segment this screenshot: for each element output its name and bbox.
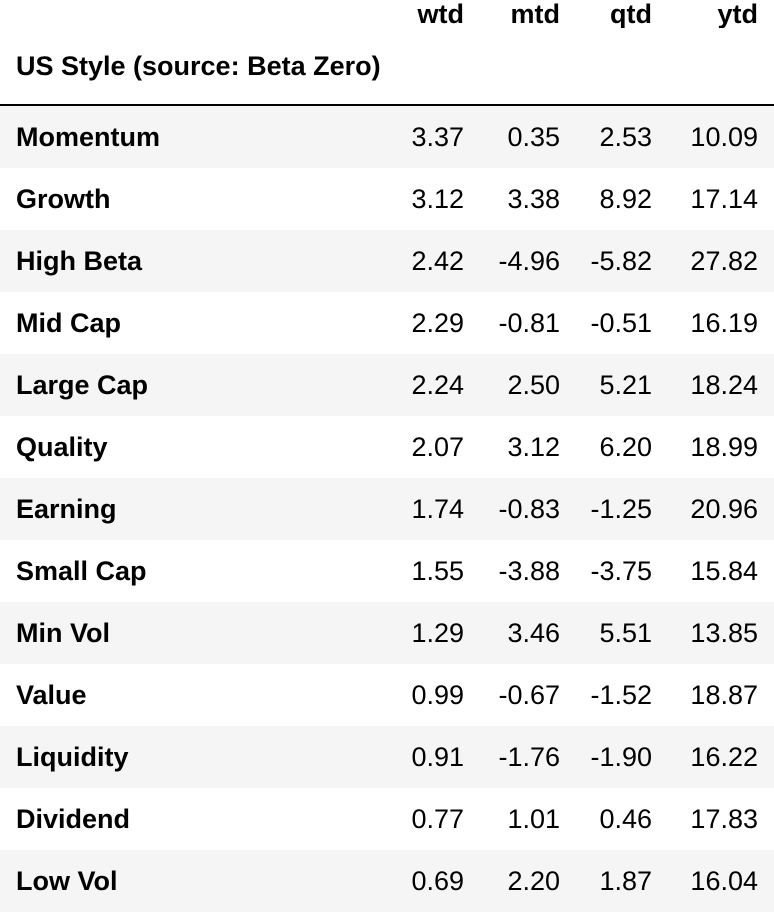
cell-wtd: 2.42 bbox=[411, 246, 464, 276]
cell-ytd: 18.24 bbox=[690, 370, 758, 400]
cell-mtd: 3.46 bbox=[507, 618, 560, 648]
column-header-mtd: mtd bbox=[510, 0, 561, 28]
cell-wtd: 2.29 bbox=[411, 308, 464, 338]
cell-mtd: -3.88 bbox=[498, 556, 560, 586]
cell-wtd: 2.24 bbox=[411, 370, 464, 400]
row-label: Small Cap bbox=[16, 556, 147, 586]
cell-ytd: 15.84 bbox=[690, 556, 758, 586]
row-label: Quality bbox=[16, 432, 108, 462]
cell-qtd: 8.92 bbox=[599, 184, 652, 214]
table-row: Min Vol 1.29 3.46 5.51 13.85 bbox=[0, 602, 774, 664]
cell-qtd: -1.52 bbox=[590, 680, 652, 710]
cell-mtd: 3.38 bbox=[507, 184, 560, 214]
cell-mtd: -0.81 bbox=[498, 308, 560, 338]
cell-mtd: 3.12 bbox=[507, 432, 560, 462]
row-label: High Beta bbox=[16, 246, 143, 276]
cell-ytd: 18.87 bbox=[690, 680, 758, 710]
table-header: wtd mtd qtd ytd US Style (source: Beta Z… bbox=[0, 0, 774, 106]
cell-wtd: 3.37 bbox=[411, 122, 464, 152]
cell-wtd: 0.91 bbox=[411, 742, 464, 772]
cell-qtd: -1.25 bbox=[590, 494, 652, 524]
cell-mtd: 2.20 bbox=[507, 866, 560, 896]
cell-mtd: 1.01 bbox=[507, 804, 560, 834]
index-name-row: US Style (source: Beta Zero) bbox=[0, 28, 774, 106]
cell-qtd: -3.75 bbox=[590, 556, 652, 586]
row-label: Growth bbox=[16, 184, 111, 214]
cell-mtd: -4.96 bbox=[498, 246, 560, 276]
table-row: High Beta 2.42 -4.96 -5.82 27.82 bbox=[0, 230, 774, 292]
row-label: Value bbox=[16, 680, 87, 710]
table-row: Large Cap 2.24 2.50 5.21 18.24 bbox=[0, 354, 774, 416]
row-label: Mid Cap bbox=[16, 308, 121, 338]
cell-qtd: 0.46 bbox=[599, 804, 652, 834]
row-label: Dividend bbox=[16, 804, 131, 834]
cell-ytd: 16.19 bbox=[690, 308, 758, 338]
table-row: Earning 1.74 -0.83 -1.25 20.96 bbox=[0, 478, 774, 540]
row-label: Momentum bbox=[16, 122, 160, 152]
cell-wtd: 3.12 bbox=[411, 184, 464, 214]
cell-qtd: 6.20 bbox=[599, 432, 652, 462]
table-row: Dividend 0.77 1.01 0.46 17.83 bbox=[0, 788, 774, 850]
cell-qtd: 1.87 bbox=[599, 866, 652, 896]
cell-mtd: 2.50 bbox=[507, 370, 560, 400]
row-label: Earning bbox=[16, 494, 117, 524]
cell-wtd: 0.77 bbox=[411, 804, 464, 834]
table-row: Liquidity 0.91 -1.76 -1.90 16.22 bbox=[0, 726, 774, 788]
index-row-blank bbox=[668, 28, 774, 106]
cell-wtd: 0.99 bbox=[411, 680, 464, 710]
cell-qtd: -5.82 bbox=[590, 246, 652, 276]
cell-qtd: -1.90 bbox=[590, 742, 652, 772]
index-row-blank bbox=[480, 28, 576, 106]
cell-wtd: 0.69 bbox=[411, 866, 464, 896]
cell-ytd: 27.82 bbox=[690, 246, 758, 276]
table-row: Low Vol 0.69 2.20 1.87 16.04 bbox=[0, 850, 774, 912]
cell-ytd: 18.99 bbox=[690, 432, 758, 462]
cell-mtd: -1.76 bbox=[498, 742, 560, 772]
table-row: Mid Cap 2.29 -0.81 -0.51 16.19 bbox=[0, 292, 774, 354]
table-row: Quality 2.07 3.12 6.20 18.99 bbox=[0, 416, 774, 478]
column-header-ytd: ytd bbox=[717, 0, 759, 28]
cell-ytd: 17.14 bbox=[690, 184, 758, 214]
row-label: Liquidity bbox=[16, 742, 129, 772]
cell-ytd: 16.22 bbox=[690, 742, 758, 772]
index-row-blank bbox=[384, 28, 480, 106]
cell-ytd: 20.96 bbox=[690, 494, 758, 524]
cell-ytd: 17.83 bbox=[690, 804, 758, 834]
cell-mtd: 0.35 bbox=[507, 122, 560, 152]
index-row-blank bbox=[576, 28, 668, 106]
cell-ytd: 16.04 bbox=[690, 866, 758, 896]
cell-qtd: 5.51 bbox=[599, 618, 652, 648]
cell-mtd: -0.83 bbox=[498, 494, 560, 524]
table-row: Momentum 3.37 0.35 2.53 10.09 bbox=[0, 105, 774, 168]
cell-wtd: 2.07 bbox=[411, 432, 464, 462]
table-row: Small Cap 1.55 -3.88 -3.75 15.84 bbox=[0, 540, 774, 602]
cell-wtd: 1.74 bbox=[411, 494, 464, 524]
table-row: Growth 3.12 3.38 8.92 17.14 bbox=[0, 168, 774, 230]
cell-ytd: 13.85 bbox=[690, 618, 758, 648]
row-label: Large Cap bbox=[16, 370, 149, 400]
cell-wtd: 1.29 bbox=[411, 618, 464, 648]
cell-mtd: -0.67 bbox=[498, 680, 560, 710]
row-label: Low Vol bbox=[16, 866, 118, 896]
column-header-qtd: qtd bbox=[610, 0, 652, 28]
row-label: Min Vol bbox=[16, 618, 110, 648]
corner-cell bbox=[0, 0, 384, 28]
cell-wtd: 1.55 bbox=[411, 556, 464, 586]
cell-qtd: 2.53 bbox=[599, 122, 652, 152]
column-header-wtd: wtd bbox=[417, 0, 465, 28]
index-name: US Style (source: Beta Zero) bbox=[0, 28, 384, 106]
cell-qtd: -0.51 bbox=[590, 308, 652, 338]
cell-qtd: 5.21 bbox=[599, 370, 652, 400]
table-body: Momentum 3.37 0.35 2.53 10.09 Growth 3.12 3.38 8… bbox=[0, 105, 774, 912]
column-header-row: wtd mtd qtd ytd bbox=[0, 0, 774, 28]
cell-ytd: 10.09 bbox=[690, 122, 758, 152]
table-row: Value 0.99 -0.67 -1.52 18.87 bbox=[0, 664, 774, 726]
